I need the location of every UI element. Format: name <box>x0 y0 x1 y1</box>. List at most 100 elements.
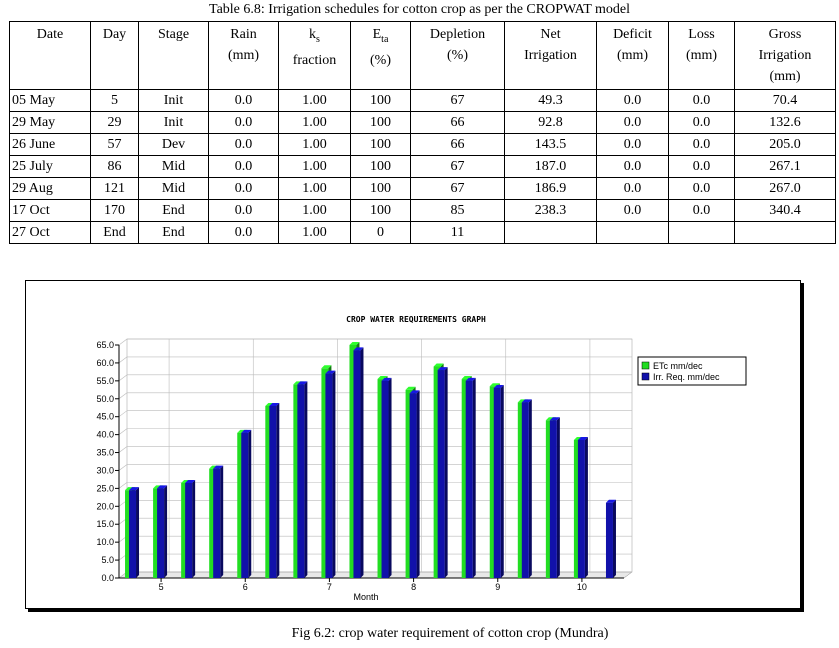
table-cell: 1.00 <box>278 89 351 112</box>
table-row: 26 June 57 Dev 0.0 1.00 100 66 143.5 0.0 0.0 205.0 <box>9 133 836 156</box>
chart-frame: CROP WATER REQUIREMENTS GRAPH 0.0 5.0 10.0… <box>25 280 801 609</box>
y-gridline-side <box>118 482 128 489</box>
table-cell: 0.0 <box>208 199 279 222</box>
bar-irr-req <box>549 417 560 578</box>
table-cell: 1.00 <box>278 133 351 156</box>
table-cell: 238.3 <box>504 199 597 222</box>
table-cell: 0.0 <box>668 155 735 178</box>
y-gridline-side <box>118 428 128 435</box>
bar-irr-req <box>185 480 196 578</box>
table-cell: 1.00 <box>278 111 351 134</box>
bar-irr-req <box>493 385 504 578</box>
y-gridline-side <box>118 392 128 400</box>
y-gridline-side <box>118 446 128 453</box>
bar-irr-req <box>577 436 588 578</box>
header-deficit: Deficit (mm) <box>596 21 669 90</box>
table-cell: 67 <box>410 89 505 112</box>
bar-irr-req <box>129 487 140 578</box>
bar-irr-req <box>157 485 168 578</box>
y-tick-label: 45.0 <box>96 412 114 422</box>
table-cell <box>734 221 836 244</box>
table-cell: 0.0 <box>596 89 669 112</box>
bar-irr-req <box>465 377 476 578</box>
table-row: 05 May 5 Init 0.0 1.00 100 67 49.3 0.0 0.0 70.4 <box>9 89 836 112</box>
header-ks: ks fraction <box>278 21 351 90</box>
legend-swatch-etc <box>641 361 650 370</box>
table-cell: 29 <box>90 111 139 134</box>
table-cell: 66 <box>410 111 505 134</box>
table-cell: 143.5 <box>504 133 597 156</box>
table-caption: Table 6.8: Irrigation schedules for cott… <box>209 2 630 17</box>
table-cell: End <box>90 221 139 244</box>
irrigation-schedule-table: Date Day Stage Rain (mm) ks fraction Eta (%… <box>9 21 836 244</box>
table-cell: 67 <box>410 177 505 200</box>
figure-caption: Fig 6.2: crop water requirement of cotto… <box>291 626 609 641</box>
table-cell: 49.3 <box>504 89 597 112</box>
table-cell: 100 <box>350 177 411 200</box>
table-cell: 70.4 <box>734 89 836 112</box>
table-cell: 0.0 <box>208 155 279 178</box>
chart-bars <box>125 342 616 578</box>
bar-irr-req <box>521 399 532 578</box>
y-tick-label: 30.0 <box>96 465 114 475</box>
bar-irr-req <box>325 370 336 578</box>
bar-irr-req <box>605 499 616 578</box>
table-cell: 1.00 <box>278 177 351 200</box>
header-loss: Loss (mm) <box>668 21 735 90</box>
x-tick-label: 6 <box>243 582 248 592</box>
table-cell: 29 May <box>9 111 91 134</box>
legend-swatch-irr-req <box>641 372 650 381</box>
x-tick-label: 10 <box>577 582 587 592</box>
y-gridline-side <box>118 356 128 364</box>
table-cell: 0.0 <box>208 177 279 200</box>
table-cell: 0.0 <box>596 111 669 134</box>
table-row: 17 Oct 170 End 0.0 1.00 100 85 238.3 0.0 0.0 340.4 <box>9 199 836 222</box>
table-row: 27 Oct End End 0.0 1.00 0 11 <box>9 221 836 244</box>
table-cell: 86 <box>90 155 139 178</box>
legend-label-etc: ETc mm/dec <box>653 361 703 371</box>
table-cell: Dev <box>138 133 209 156</box>
y-tick-label: 40.0 <box>96 430 114 440</box>
y-gridline-side <box>118 464 128 471</box>
table-cell: 0.0 <box>596 199 669 222</box>
table-row: 25 July 86 Mid 0.0 1.00 100 67 187.0 0.0 0.0 267.1 <box>9 155 836 178</box>
table-cell: 100 <box>350 111 411 134</box>
table-cell: 0.0 <box>668 111 735 134</box>
bar-irr-req <box>269 402 280 578</box>
table-cell: 17 Oct <box>9 199 91 222</box>
chart-legend: ETc mm/dec Irr. Req. mm/dec <box>637 356 747 386</box>
table-cell: 92.8 <box>504 111 597 134</box>
table-cell <box>668 221 735 244</box>
header-depletion: Depletion (%) <box>410 21 505 90</box>
chart-axes: 0.0 5.0 10.0 15.0 20.0 25.0 30.0 35.0 40.0 45.0 50… <box>96 340 624 592</box>
table-cell: 187.0 <box>504 155 597 178</box>
y-tick-label: 5.0 <box>101 555 114 565</box>
y-tick-label: 15.0 <box>96 519 114 529</box>
table-cell: 67 <box>410 155 505 178</box>
y-gridline-side <box>118 374 128 382</box>
table-cell: 5 <box>90 89 139 112</box>
header-date: Date <box>9 21 91 90</box>
header-eta: Eta (%) <box>350 21 411 90</box>
table-cell: Init <box>138 89 209 112</box>
table-body: 05 May 5 Init 0.0 1.00 100 67 49.3 0.0 0.0 70.4 29 … <box>9 89 836 244</box>
y-tick-label: 10.0 <box>96 537 114 547</box>
table-cell: Init <box>138 111 209 134</box>
table-cell <box>504 221 597 244</box>
table-cell <box>596 221 669 244</box>
header-stage: Stage <box>138 21 209 90</box>
bar-irr-req <box>381 377 392 578</box>
table-cell: 100 <box>350 199 411 222</box>
y-tick-label: 60.0 <box>96 358 114 368</box>
table-cell: 205.0 <box>734 133 836 156</box>
bar-irr-req <box>409 390 420 578</box>
table-row: 29 Aug 121 Mid 0.0 1.00 100 67 186.9 0.0 0.0 267.0 <box>9 177 836 200</box>
chart-title: CROP WATER REQUIREMENTS GRAPH <box>346 315 486 324</box>
table-cell: Mid <box>138 155 209 178</box>
table-cell: 11 <box>410 221 505 244</box>
x-tick-label: 5 <box>159 582 164 592</box>
table-cell: 186.9 <box>504 177 597 200</box>
bar-irr-req <box>353 347 364 578</box>
header-net-irrigation: Net Irrigation <box>504 21 597 90</box>
table-cell: 267.1 <box>734 155 836 178</box>
